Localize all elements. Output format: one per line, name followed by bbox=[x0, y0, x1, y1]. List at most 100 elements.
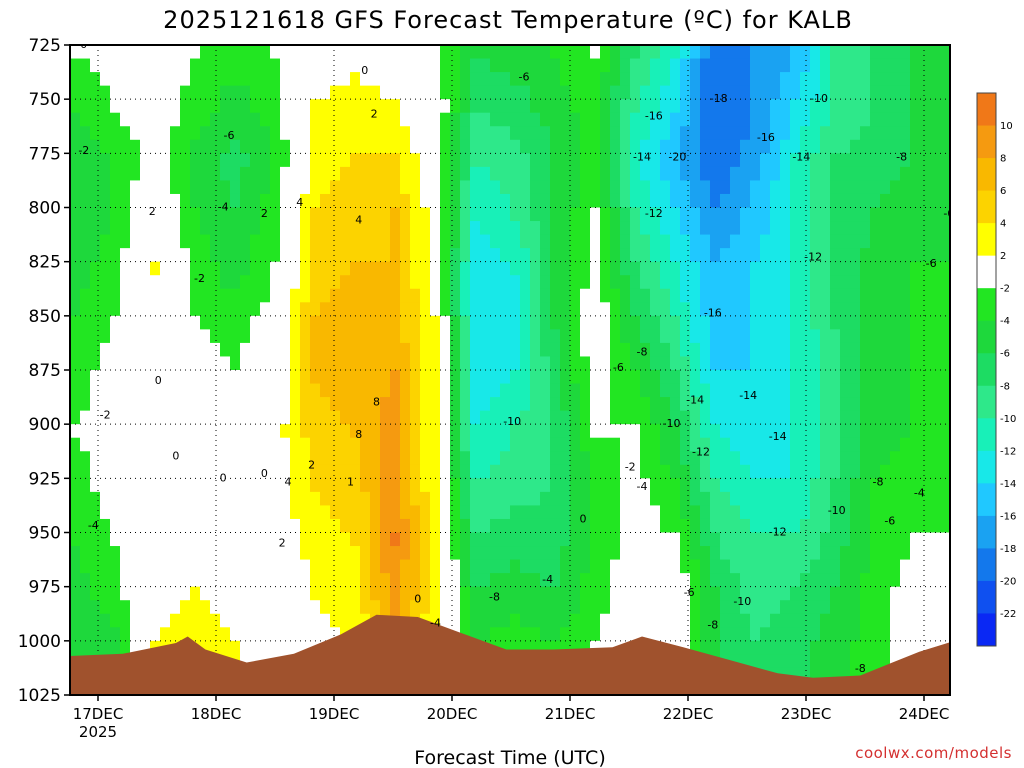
temperature-cell bbox=[300, 559, 311, 574]
temperature-cell bbox=[730, 139, 741, 154]
temperature-cell bbox=[710, 126, 721, 141]
temperature-cell bbox=[80, 329, 91, 344]
temperature-cell bbox=[520, 58, 531, 73]
temperature-cell bbox=[480, 586, 491, 601]
temperature-cell bbox=[920, 180, 931, 195]
y-tick-label: 950 bbox=[29, 524, 61, 544]
temperature-cell bbox=[880, 600, 891, 615]
temperature-cell bbox=[230, 329, 241, 344]
temperature-cell bbox=[930, 586, 941, 601]
temperature-cell bbox=[200, 207, 211, 222]
temperature-cell bbox=[560, 302, 571, 317]
temperature-cell bbox=[650, 573, 661, 588]
temperature-cell bbox=[550, 518, 561, 534]
temperature-cell bbox=[120, 126, 131, 141]
temperature-cell bbox=[700, 546, 711, 561]
temperature-cell bbox=[700, 424, 711, 439]
temperature-cell bbox=[350, 613, 361, 628]
temperature-cell bbox=[720, 356, 731, 371]
temperature-cell bbox=[520, 478, 531, 493]
temperature-cell bbox=[470, 370, 481, 385]
temperature-cell bbox=[640, 397, 651, 412]
temperature-cell bbox=[100, 139, 111, 154]
temperature-cell bbox=[820, 72, 831, 87]
temperature-cell bbox=[430, 505, 441, 520]
temperature-cell bbox=[750, 505, 761, 520]
temperature-cell bbox=[400, 45, 411, 60]
temperature-cell bbox=[420, 370, 431, 385]
temperature-cell bbox=[830, 45, 841, 60]
temperature-cell bbox=[400, 397, 411, 412]
temperature-cell bbox=[310, 112, 321, 127]
temperature-cell bbox=[430, 85, 441, 100]
temperature-cell bbox=[900, 451, 911, 466]
temperature-cell bbox=[940, 180, 950, 195]
temperature-cell bbox=[810, 518, 821, 534]
contour-label: -10 bbox=[810, 92, 828, 105]
temperature-cell bbox=[870, 275, 881, 290]
temperature-cell bbox=[720, 166, 731, 182]
temperature-cell bbox=[550, 153, 561, 168]
temperature-cell bbox=[870, 85, 881, 100]
temperature-cell bbox=[230, 518, 241, 534]
temperature-cell bbox=[640, 180, 651, 195]
temperature-cell bbox=[230, 478, 241, 493]
temperature-cell bbox=[130, 261, 141, 276]
temperature-cell bbox=[490, 424, 501, 439]
temperature-cell bbox=[920, 383, 931, 398]
temperature-cell bbox=[80, 478, 91, 493]
temperature-cell bbox=[120, 329, 131, 344]
temperature-cell bbox=[850, 234, 861, 249]
temperature-cell bbox=[270, 275, 281, 290]
temperature-cell bbox=[820, 166, 831, 182]
temperature-cell bbox=[380, 573, 391, 588]
temperature-cell bbox=[340, 613, 351, 628]
temperature-cell bbox=[900, 370, 911, 385]
temperature-cell bbox=[900, 464, 911, 479]
temperature-cell bbox=[220, 315, 231, 330]
temperature-cell bbox=[270, 491, 281, 507]
temperature-cell bbox=[770, 112, 781, 127]
temperature-cell bbox=[110, 99, 121, 114]
temperature-cell bbox=[530, 370, 541, 385]
temperature-cell bbox=[350, 559, 361, 574]
temperature-cell bbox=[690, 437, 701, 452]
temperature-cell bbox=[710, 234, 721, 249]
temperature-cell bbox=[860, 112, 871, 127]
temperature-cell bbox=[340, 126, 351, 141]
temperature-cell bbox=[210, 356, 221, 371]
temperature-cell bbox=[120, 166, 131, 182]
temperature-cell bbox=[500, 478, 511, 493]
temperature-cell bbox=[110, 586, 121, 601]
temperature-cell bbox=[350, 221, 361, 236]
temperature-cell bbox=[450, 58, 461, 73]
temperature-cell bbox=[480, 72, 491, 87]
temperature-cell bbox=[650, 437, 661, 452]
temperature-cell bbox=[360, 410, 371, 425]
temperature-cell bbox=[840, 153, 851, 168]
temperature-cell bbox=[220, 383, 231, 398]
temperature-cell bbox=[340, 288, 351, 303]
temperature-cell bbox=[390, 72, 401, 87]
temperature-cell bbox=[480, 532, 491, 547]
temperature-cell bbox=[580, 424, 591, 439]
temperature-cell bbox=[390, 370, 401, 385]
temperature-cell bbox=[800, 383, 811, 398]
temperature-cell bbox=[650, 288, 661, 303]
temperature-cell bbox=[560, 383, 571, 398]
temperature-cell bbox=[810, 315, 821, 330]
temperature-cell bbox=[80, 221, 91, 236]
temperature-cell bbox=[690, 342, 701, 358]
temperature-cell bbox=[510, 58, 521, 73]
temperature-cell bbox=[740, 640, 751, 655]
temperature-cell bbox=[760, 261, 771, 276]
temperature-cell bbox=[870, 356, 881, 371]
temperature-cell bbox=[940, 573, 950, 588]
temperature-cell bbox=[190, 464, 201, 479]
temperature-cell bbox=[780, 85, 791, 100]
temperature-cell bbox=[720, 302, 731, 317]
temperature-cell bbox=[80, 613, 91, 628]
temperature-cell bbox=[890, 126, 901, 141]
temperature-cell bbox=[550, 275, 561, 290]
temperature-cell bbox=[840, 288, 851, 303]
